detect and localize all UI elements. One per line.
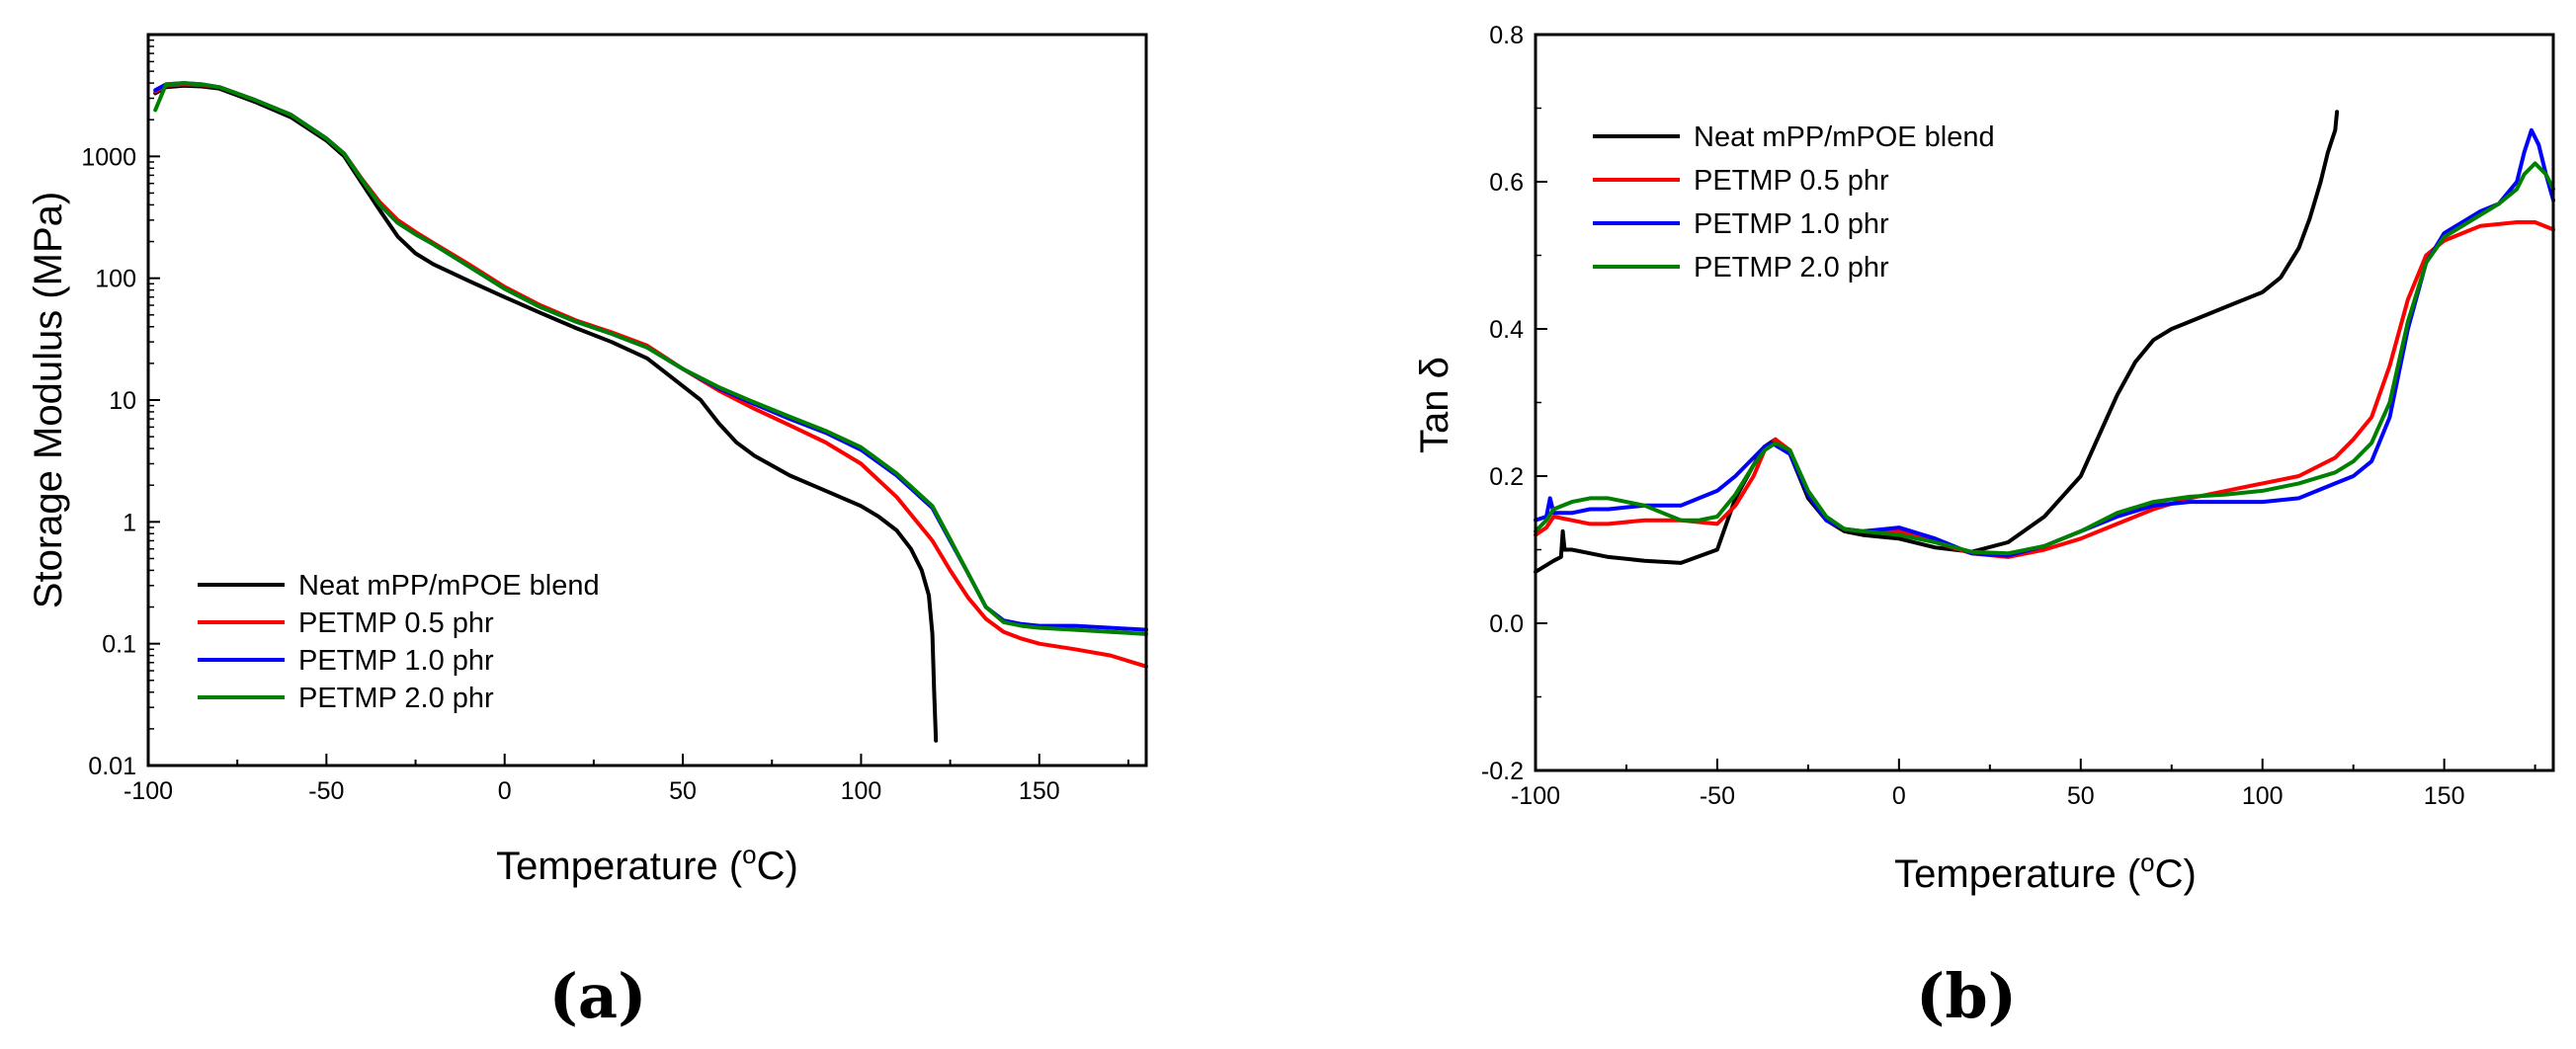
series-line-3 <box>1534 127 2555 558</box>
x-tick-label: 100 <box>2242 782 2284 810</box>
series-line-3 <box>153 81 1148 632</box>
x-tick-label: 50 <box>669 777 697 805</box>
plot-b-ticks: -100 -50 0 50 100 150 -0.2 0.0 0.2 0.4 0.6 0.8 <box>1481 22 2536 810</box>
legend-label-1: Neat mPP/mPOE blend <box>1694 121 1995 153</box>
plot-b-legend: Neat mPP/mPOE blend PETMP 0.5 phr PETMP 1.… <box>1593 121 1995 283</box>
plot-a-x-axis-title: Temperature (oC) <box>496 840 798 888</box>
panel-a-label: (a) <box>549 960 647 1032</box>
series-line-1 <box>153 83 939 743</box>
legend-label-4: PETMP 2.0 phr <box>298 683 494 714</box>
legend-label-3: PETMP 1.0 phr <box>298 645 494 677</box>
y-tick-label: 1 <box>123 509 136 536</box>
plot-b-frame <box>1534 33 2555 772</box>
y-tick-label: 10 <box>109 387 136 415</box>
x-tick-label: 150 <box>1019 777 1060 805</box>
legend-label-4: PETMP 2.0 phr <box>1694 252 1889 283</box>
x-tick-label: 0 <box>1892 782 1906 810</box>
y-tick-label: 0.6 <box>1489 169 1524 197</box>
panel-b-tan-delta: -100 -50 0 50 100 150 -0.2 0.0 0.2 0.4 0.6 0.8 Temp… <box>1413 22 2555 1032</box>
plot-b-x-axis-title: Temperature (oC) <box>1894 847 2197 896</box>
x-tick-label: -100 <box>1511 782 1560 810</box>
legend-label-2: PETMP 0.5 phr <box>298 607 494 639</box>
plot-a-legend: Neat mPP/mPOE blend PETMP 0.5 phr PETMP 1.… <box>198 570 600 714</box>
plot-b-data <box>1534 110 2555 574</box>
plot-a-y-axis-title: Storage Modulus (MPa) <box>27 192 70 608</box>
x-tick-label: 50 <box>2067 782 2095 810</box>
y-tick-label: 0.2 <box>1489 463 1524 491</box>
series-line-4 <box>153 81 1148 636</box>
x-tick-label: -100 <box>124 777 173 805</box>
x-tick-label: 150 <box>2424 782 2465 810</box>
series-line-1 <box>1534 110 2340 574</box>
legend-label-1: Neat mPP/mPOE blend <box>298 570 600 602</box>
panel-b-label: (b) <box>1916 960 2017 1032</box>
y-tick-label: 0.8 <box>1489 22 1524 49</box>
x-tick-label: -50 <box>1700 782 1735 810</box>
y-tick-label: 100 <box>95 266 136 293</box>
legend-label-2: PETMP 0.5 phr <box>1694 165 1889 197</box>
y-tick-label: 0.4 <box>1489 316 1524 344</box>
series-line-4 <box>1534 161 2555 556</box>
plot-b-y-axis-title: Tan δ <box>1413 357 1456 453</box>
y-tick-label: -0.2 <box>1481 758 1524 785</box>
plot-a-data <box>153 81 1148 743</box>
y-tick-label: 1000 <box>81 143 136 171</box>
legend-label-3: PETMP 1.0 phr <box>1694 208 1889 240</box>
series-line-2 <box>1534 220 2555 559</box>
y-tick-label: 0.01 <box>88 753 136 780</box>
x-tick-label: 100 <box>841 777 882 805</box>
y-tick-label: 0.1 <box>102 631 136 659</box>
plot-a-ticks: -100 -50 0 50 100 150 0.01 0.1 1 10 100 1000 <box>81 39 1129 805</box>
panel-a-storage-modulus: -100 -50 0 50 100 150 0.01 0.1 1 10 100 1000 Temper… <box>27 33 1148 1032</box>
y-tick-label: 0.0 <box>1489 610 1524 638</box>
x-tick-label: 0 <box>498 777 512 805</box>
x-tick-label: -50 <box>308 777 344 805</box>
